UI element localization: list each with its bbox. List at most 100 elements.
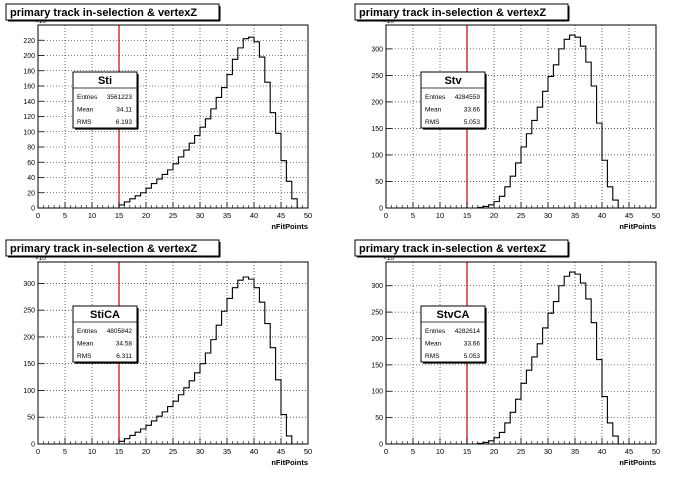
stats-box-frame (420, 305, 486, 363)
histogram-bin (222, 311, 227, 444)
x-tick-label: 10 (436, 211, 444, 220)
x-tick-label: 0 (36, 447, 40, 456)
y-tick-label: 60 (27, 160, 35, 167)
x-tick-label: 5 (63, 211, 67, 220)
y-tick-label: 300 (371, 283, 383, 290)
histogram-bin (521, 383, 526, 444)
histogram-bin (575, 274, 580, 444)
histogram-bin (586, 299, 591, 444)
y-tick-label: 200 (23, 334, 35, 341)
histogram-bin (211, 109, 216, 208)
stats-label: Mean (425, 107, 442, 114)
x-tick-label: 45 (277, 447, 285, 456)
x-tick-label: 10 (88, 447, 96, 456)
y-tick-label: 50 (375, 415, 383, 422)
x-tick-label: 25 (517, 447, 525, 456)
histogram-bin (254, 288, 259, 444)
stats-label: RMS (425, 119, 440, 126)
y-tick-label: 0 (379, 442, 383, 449)
histogram-bin (553, 65, 558, 208)
histogram-bin (516, 399, 521, 444)
y-tick-label: 180 (23, 68, 35, 75)
histogram-bin (195, 136, 200, 208)
histogram-bin (276, 380, 281, 444)
histogram-bin (499, 196, 504, 208)
histogram-bin (227, 298, 232, 444)
histogram-bin (232, 59, 237, 208)
histogram-bin (586, 62, 591, 208)
histogram-panel: 0 5 10 15 20 25 30 35 40 45 50 0 50 100 150 200 250 300 ×1… (5, 239, 312, 467)
histogram-bin (553, 302, 558, 444)
title-box (354, 3, 569, 21)
stats-value: 6.311 (116, 353, 132, 360)
stats-label: RMS (77, 353, 92, 360)
stats-box-name: StvCA (436, 309, 469, 321)
histogram-bin (505, 423, 510, 444)
histogram-bin (532, 120, 537, 208)
histogram-bin (613, 436, 618, 444)
stats-box-frame (72, 71, 138, 129)
histogram-bin (543, 328, 548, 444)
y-tick-label: 50 (375, 179, 383, 186)
histogram-bin (580, 283, 585, 444)
x-tick-label: 5 (411, 211, 415, 220)
y-tick-label: 200 (23, 53, 35, 60)
histogram-bin (516, 163, 521, 208)
histogram-bin (157, 416, 162, 444)
x-tick-label: 40 (598, 447, 606, 456)
histogram-bin (597, 123, 602, 208)
histogram-bin (559, 286, 564, 444)
histogram-bin (168, 170, 173, 208)
histogram-bin (141, 429, 146, 444)
y-tick-label: 100 (23, 388, 35, 395)
histogram-bin (570, 272, 575, 444)
y-tick-label: 160 (23, 84, 35, 91)
histogram-bin (564, 39, 569, 208)
x-tick-label: 15 (115, 447, 123, 456)
stats-label: RMS (77, 119, 92, 126)
histogram-bin (157, 179, 162, 208)
stats-label: Mean (425, 341, 442, 348)
histogram-bin (216, 325, 221, 444)
stats-value: 34.58 (116, 341, 133, 348)
histogram-bin (227, 75, 232, 208)
histogram-bin (162, 412, 167, 444)
histogram-bin (591, 86, 596, 208)
chart-title: primary track in-selection & vertexZ (10, 243, 197, 255)
stats-box: Stv Entries 4284559 Mean 33.66 RMS 5.053 (420, 71, 487, 130)
stats-box: StiCA Entries 4805842 Mean 34.58 RMS 6.311 (72, 305, 139, 364)
histogram-bin (548, 313, 553, 444)
x-tick-label: 10 (436, 447, 444, 456)
y-tick-label: 250 (23, 308, 35, 315)
histogram-bin (211, 340, 216, 444)
histogram-bin (559, 49, 564, 208)
x-tick-label: 20 (490, 447, 498, 456)
y-tick-label: 250 (371, 310, 383, 317)
histogram-bin (607, 187, 612, 208)
histogram-bin (124, 439, 129, 444)
histogram-bin (238, 48, 243, 208)
title-box (5, 3, 220, 21)
stats-value: 6.193 (116, 119, 133, 126)
x-tick-label: 5 (411, 447, 415, 456)
histogram-bin (270, 348, 275, 444)
histogram-bin (135, 196, 140, 208)
histogram-bin (259, 57, 264, 208)
x-axis-title: nFitPoints (271, 458, 308, 467)
histogram-bin (265, 324, 270, 444)
y-axis-multiplier: ×10 (35, 255, 46, 262)
histogram-bin (526, 134, 531, 208)
y-tick-label: 100 (23, 129, 35, 136)
x-tick-label: 0 (384, 447, 388, 456)
stats-box-frame (420, 71, 486, 129)
stats-value: 34.11 (116, 107, 132, 114)
histogram-bin (259, 302, 264, 444)
histogram-bin (189, 143, 194, 208)
histogram-bin (189, 381, 194, 444)
x-tick-label: 25 (169, 447, 177, 456)
histogram-bin (602, 160, 607, 208)
histogram-bin (205, 353, 210, 444)
histogram-bin (249, 279, 254, 444)
